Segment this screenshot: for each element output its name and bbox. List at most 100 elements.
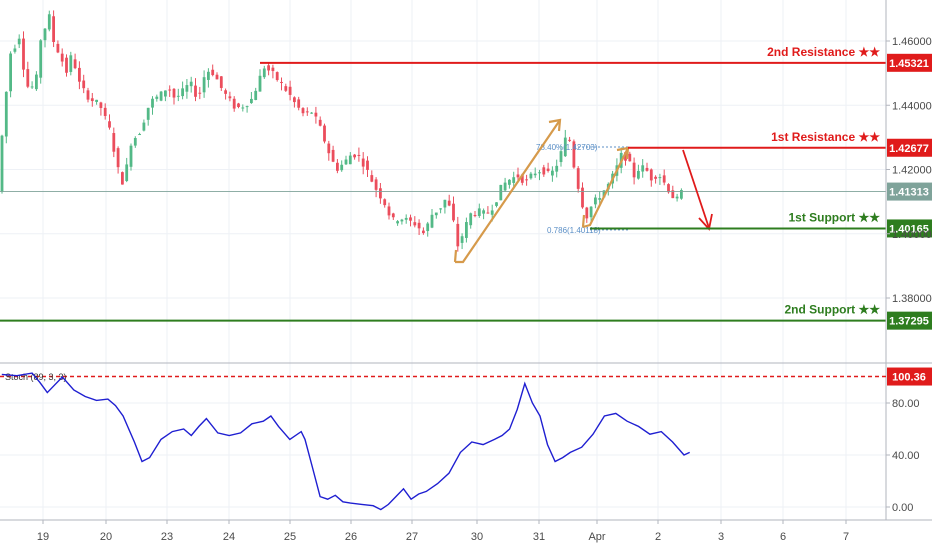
candle-body [555,165,559,172]
candle-body [551,170,554,176]
candle-body [340,164,344,171]
candle-body [254,90,258,100]
level-2[interactable]: 1st Support ★★ 1.40165 [590,210,932,238]
pattern-leg [455,119,561,264]
candle-body [396,221,399,224]
candle-body [404,217,408,220]
candle-body [224,90,227,94]
candle-body [0,135,4,192]
candle-body [310,112,313,114]
candle-body [56,43,60,53]
date-axis: 19 20 23 24 25 26 27 30 31 Apr 2 3 6 7 [0,519,932,543]
candle-body [202,77,206,93]
candle-body [645,167,649,171]
date-tick-label: 7 [843,531,849,543]
candle-body [185,85,189,92]
price-axis: 1.46000 1.44000 1.42000 1.40000 1.38000 [885,0,932,520]
candle-body [95,99,98,102]
fib-annotations: 78.40%(1.42703) 0.786(1.40118) [536,143,630,235]
date-tick-label: 20 [100,531,112,543]
level-0[interactable]: 2nd Resistance ★★ 1.45321 [260,45,932,72]
candle-body [288,86,292,95]
level-label: 2nd Resistance ★★ [767,45,880,59]
pattern-arrowhead [548,118,562,132]
candle-body [353,154,356,158]
candle-body [581,187,584,208]
candle-body [73,59,77,69]
candle-body [477,208,481,216]
date-tick-label: 24 [223,531,235,543]
candle-body [641,165,645,172]
candle-body [228,96,232,99]
candle-body [159,91,163,101]
stochastic-line [1,372,690,511]
candle-body [138,134,141,136]
candle-body [112,133,116,152]
candle-body [133,138,137,146]
candle-body [409,217,412,221]
candle-body [456,223,460,247]
candle-body [559,151,563,163]
candle-body [675,196,679,199]
level-1[interactable]: 1st Resistance ★★ 1.42677 [628,130,932,157]
candle-body [284,86,288,91]
price-tick-label: 1.38000 [892,293,932,305]
candle-body [146,107,150,120]
candle-body [379,188,382,199]
candle-body [473,215,477,217]
level-badge-text: 1.40165 [889,223,929,235]
candle-body [503,182,507,191]
candle-body [460,236,464,243]
candle-body [280,81,283,83]
candle-body [176,95,180,97]
level-badge [887,138,932,157]
candle-body [293,97,296,103]
price-tick-label: 1.40000 [892,229,932,241]
candle-body [344,159,348,165]
candle-body [417,222,421,229]
candle-body [69,55,73,72]
candle-body [520,174,524,183]
current-price-badge [887,182,932,201]
candle-body [4,91,8,137]
level-badge-text: 1.45321 [889,58,929,70]
date-tick-label: 3 [718,531,724,543]
level-3[interactable]: 2nd Support ★★ 1.37295 [0,303,932,330]
candle-body [155,96,159,99]
candle-body [250,98,253,104]
candle-body [13,48,17,52]
candle-body [374,179,378,190]
candle-body [383,199,387,206]
candle-body [215,74,219,80]
candle-body [576,168,580,189]
candle-body [632,162,636,178]
candle-body [108,121,111,128]
candle-body [181,88,184,97]
indicator-tick-label: 80.00 [892,398,920,410]
candle-body [568,139,571,141]
date-tick-label: 19 [37,531,49,543]
candle-body [90,98,94,102]
candle-body [275,72,279,81]
level-badge [887,53,932,72]
candle-body [241,107,245,109]
candle-body [262,68,266,78]
candle-body [486,212,490,214]
candle-body [516,174,520,178]
candle-body [232,98,236,109]
candle-body [443,199,447,208]
candle-body [439,208,442,210]
candle-body [198,92,202,94]
candle-body [267,65,270,71]
candle-body [628,153,632,162]
candle-body [189,81,193,87]
candle-body [125,164,129,182]
candle-body [572,141,576,168]
candle-body [207,71,210,80]
candle-body [164,90,167,97]
candle-body [168,89,172,91]
candle-body [39,40,43,78]
candle-body [667,184,670,193]
